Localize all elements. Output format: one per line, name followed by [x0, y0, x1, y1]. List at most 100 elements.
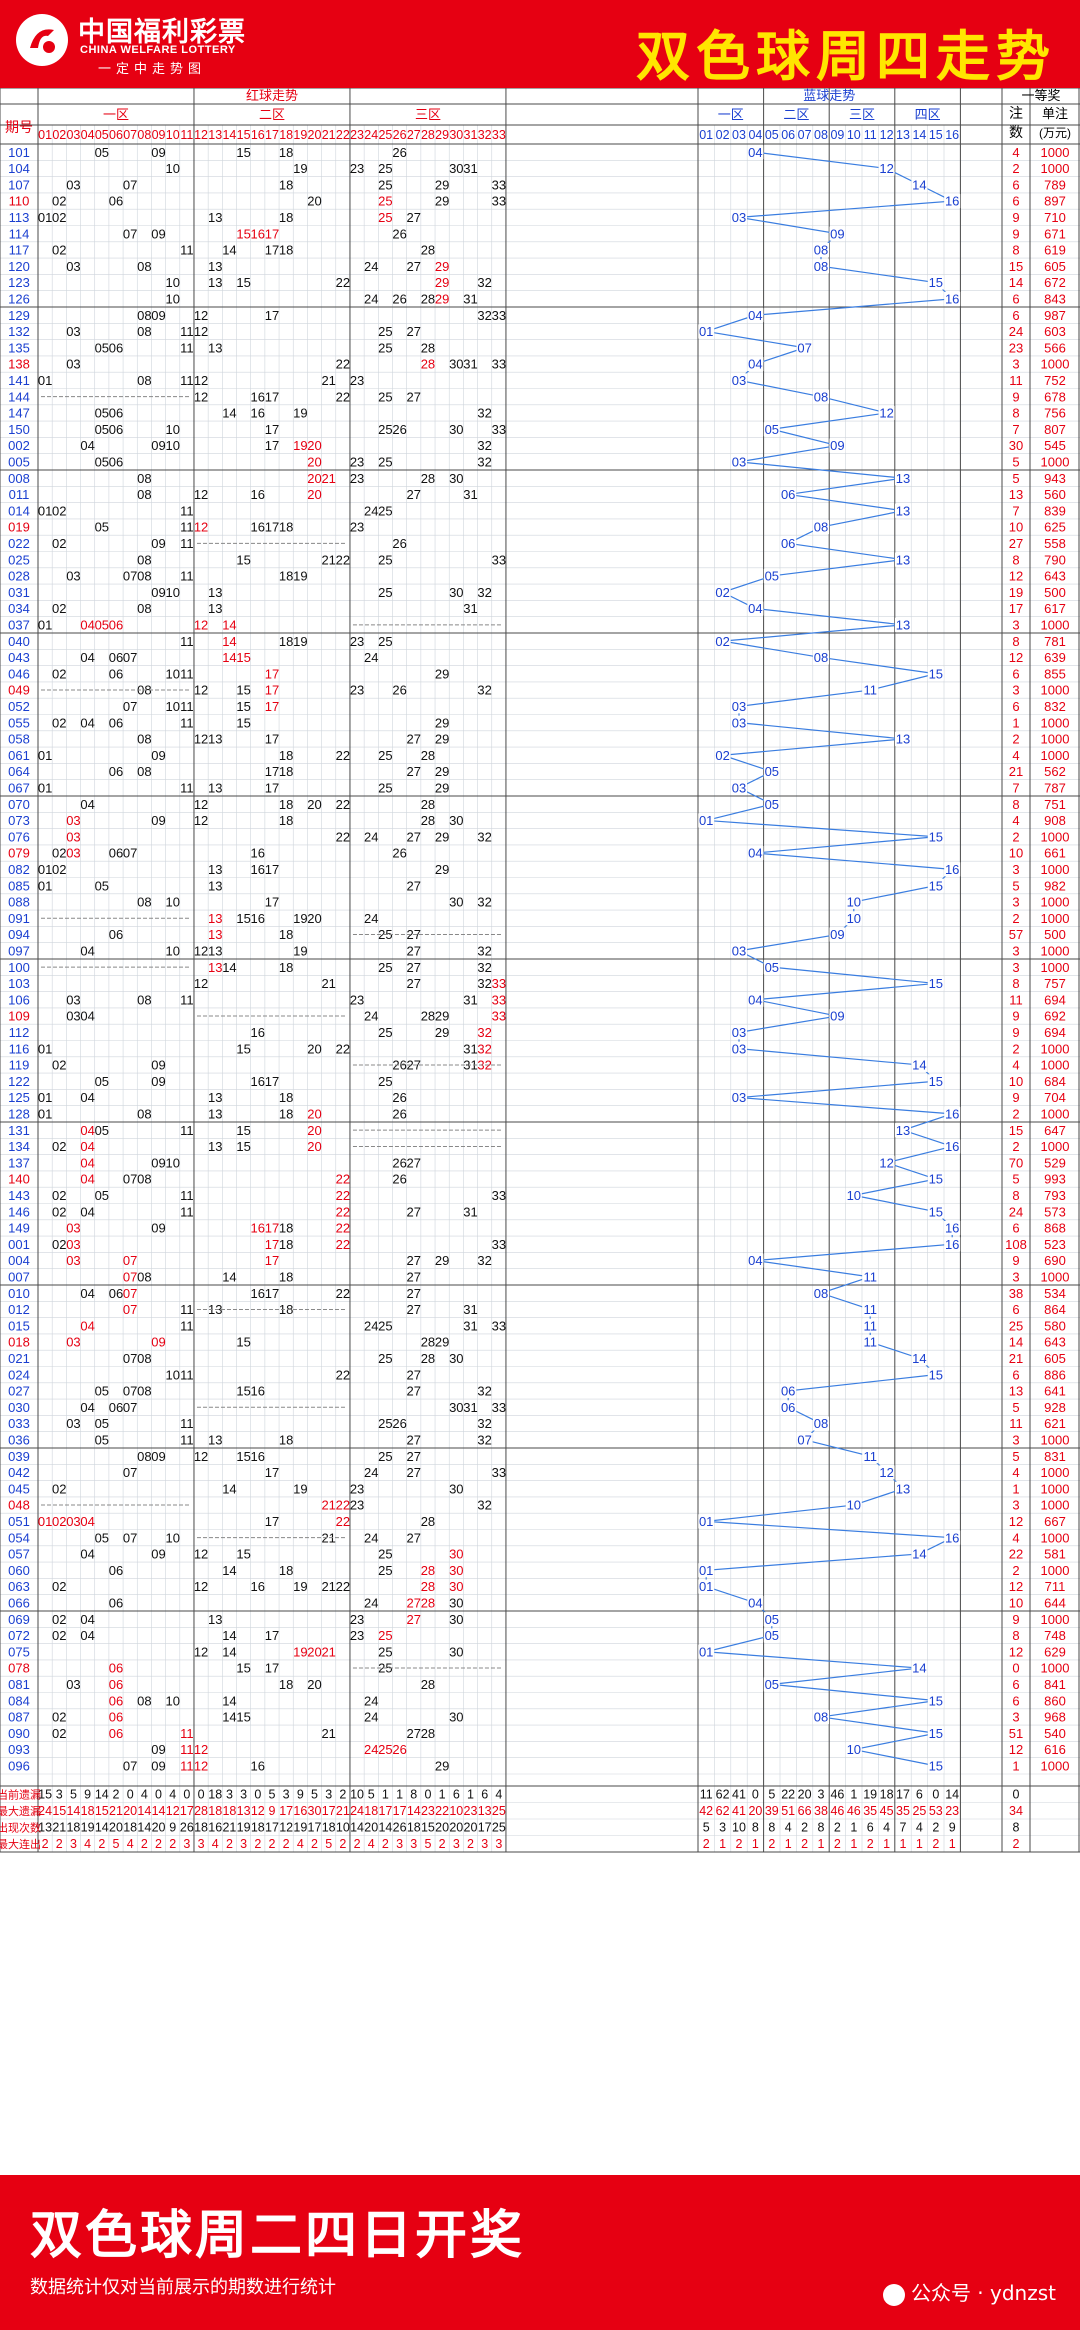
red-ball-mark: 13 [208, 601, 222, 616]
blue-ball-mark: 10 [847, 1188, 861, 1203]
red-ball-mark: 14 [222, 634, 236, 649]
blue-ball-mark: 07 [797, 340, 811, 355]
red-ball-mark: 20 [307, 1139, 321, 1154]
red-ball-mark: 29 [435, 1335, 449, 1350]
red-ball-mark: 26 [392, 226, 406, 241]
bonus-amount: 1000 [1041, 683, 1070, 698]
bonus-amount: 710 [1044, 210, 1066, 225]
issue-number: 028 [8, 569, 30, 584]
red-stat-value: 5 [368, 1788, 375, 1802]
blue-ball-mark: 16 [945, 1139, 959, 1154]
bonus-amount: 692 [1044, 1009, 1066, 1024]
red-ball-mark: 11 [180, 1367, 194, 1382]
blue-ball-bg [862, 1335, 879, 1350]
red-ball-mark: 01 [38, 373, 52, 388]
blue-stat-value: 1 [752, 1837, 759, 1851]
red-ball-mark: 11 [180, 634, 194, 649]
red-ball-mark: 24 [364, 1596, 378, 1611]
red-stat-value: 0 [198, 1788, 205, 1802]
red-ball-mark: 07 [123, 1270, 137, 1285]
bonus-amount: 678 [1044, 389, 1066, 404]
red-stat-value: 3 [226, 1788, 233, 1802]
red-ball-mark: 24 [364, 1710, 378, 1725]
blue-stat-value: 9 [949, 1821, 956, 1835]
blue-stat-value: 11 [700, 1788, 713, 1802]
red-ball-mark: 23 [350, 634, 364, 649]
blue-stat-value: 62 [716, 1788, 730, 1802]
red-ball-mark: 32 [477, 976, 491, 991]
blue-ball-mark: 16 [945, 1221, 959, 1236]
blue-ball-mark: 04 [748, 846, 762, 861]
red-ball-mark: 10 [165, 275, 179, 290]
red-number-header: 23 [350, 128, 364, 142]
red-ball-mark: 14 [222, 618, 236, 633]
red-number-header: 04 [81, 128, 95, 142]
red-number-header: 27 [407, 128, 421, 142]
red-ball-mark: 27 [407, 1384, 421, 1399]
red-ball-mark: 07 [123, 177, 137, 192]
red-ball-mark: 32 [477, 1433, 491, 1448]
issue-number: 149 [8, 1221, 30, 1236]
blue-ball-mark: 03 [732, 373, 746, 388]
bonus-amount: 943 [1044, 471, 1066, 486]
blue-ball-mark: 15 [929, 666, 943, 681]
issue-number: 057 [8, 1547, 30, 1562]
blue-ball-mark: 15 [929, 275, 943, 290]
red-ball-mark: 13 [208, 732, 222, 747]
issue-number: 079 [8, 846, 30, 861]
red-ball-mark: 32 [477, 1253, 491, 1268]
red-ball-mark: 11 [180, 781, 194, 796]
red-ball-mark: 11 [180, 373, 194, 388]
red-stat-value: 3 [198, 1837, 205, 1851]
red-ball-mark: 21 [321, 1726, 335, 1741]
red-ball-mark: 05 [95, 1123, 109, 1138]
red-ball-mark: 11 [180, 536, 194, 551]
blue-ball-bg [731, 373, 747, 388]
issue-number: 072 [8, 1628, 30, 1643]
red-ball-mark: 22 [336, 748, 350, 763]
winner-count: 9 [1012, 1025, 1019, 1040]
red-ball-mark: 01 [38, 748, 52, 763]
blue-ball-mark: 03 [732, 210, 746, 225]
issue-number: 060 [8, 1563, 30, 1578]
red-ball-mark: 24 [364, 503, 378, 518]
red-ball-mark: 14 [222, 650, 236, 665]
red-ball-mark: 09 [151, 438, 165, 453]
issue-number: 005 [8, 455, 30, 470]
red-ball-mark: 04 [80, 1400, 94, 1415]
red-stat-value: 23 [421, 1804, 435, 1818]
red-ball-mark: 10 [165, 292, 179, 307]
winner-count: 6 [1012, 308, 1019, 323]
red-ball-mark: 09 [151, 226, 165, 241]
blue-ball-bg [911, 1351, 928, 1366]
blue-number-header: 13 [896, 128, 910, 142]
issue-number: 134 [8, 1139, 30, 1154]
red-ball-mark: 23 [350, 1612, 364, 1627]
red-number-header: 31 [464, 128, 478, 142]
red-number-header: 19 [293, 128, 307, 142]
winner-count: 25 [1009, 1318, 1023, 1333]
winner-count: 7 [1012, 781, 1019, 796]
blue-stat-value: 53 [929, 1804, 943, 1818]
issue-number: 043 [8, 650, 30, 665]
red-ball-mark: 32 [477, 585, 491, 600]
red-ball-mark: 32 [477, 455, 491, 470]
blue-ball-mark: 12 [879, 1465, 893, 1480]
red-ball-mark: 02 [52, 715, 66, 730]
red-stat-value: 20 [449, 1821, 463, 1835]
red-ball-mark: 08 [137, 308, 151, 323]
red-ball-mark: 31 [463, 161, 477, 176]
red-ball-mark: 11 [180, 1302, 194, 1317]
red-ball-mark: 08 [137, 1384, 151, 1399]
red-ball-mark: 03 [66, 1237, 80, 1252]
red-ball-mark: 27 [407, 389, 421, 404]
red-ball-mark: 14 [222, 1644, 236, 1659]
bonus-amount: 643 [1044, 1335, 1066, 1350]
blue-ball-mark: 03 [732, 455, 746, 470]
issue-number: 037 [8, 618, 30, 633]
red-ball-mark: 31 [463, 601, 477, 616]
red-ball-mark: 11 [180, 1759, 194, 1774]
red-ball-mark: 30 [449, 1596, 463, 1611]
blue-ball-bg [927, 1204, 944, 1219]
red-ball-mark: 27 [407, 1367, 421, 1382]
